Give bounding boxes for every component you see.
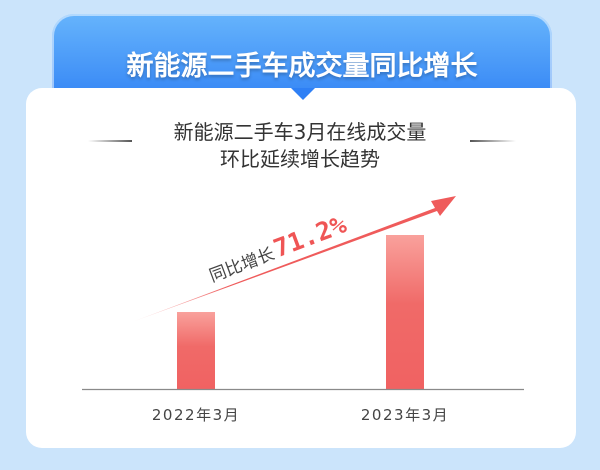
x-tick-label: 2022年3月 <box>152 406 240 424</box>
bar-2 <box>386 235 424 389</box>
growth-value: 71.2% <box>270 210 351 264</box>
page-title: 新能源二手车成交量同比增长 <box>126 51 478 82</box>
left-divider <box>88 140 132 142</box>
chart-card <box>26 88 576 448</box>
growth-label: 同比增长 <box>207 244 278 287</box>
chart-subtitle-line2: 环比延续增长趋势 <box>220 147 380 171</box>
chart-subtitle-line1: 新能源二手车3月在线成交量 <box>173 120 427 144</box>
right-divider <box>470 140 516 142</box>
bar-1 <box>177 312 215 389</box>
x-tick-label: 2023年3月 <box>361 406 449 424</box>
banner-pointer <box>291 88 315 100</box>
